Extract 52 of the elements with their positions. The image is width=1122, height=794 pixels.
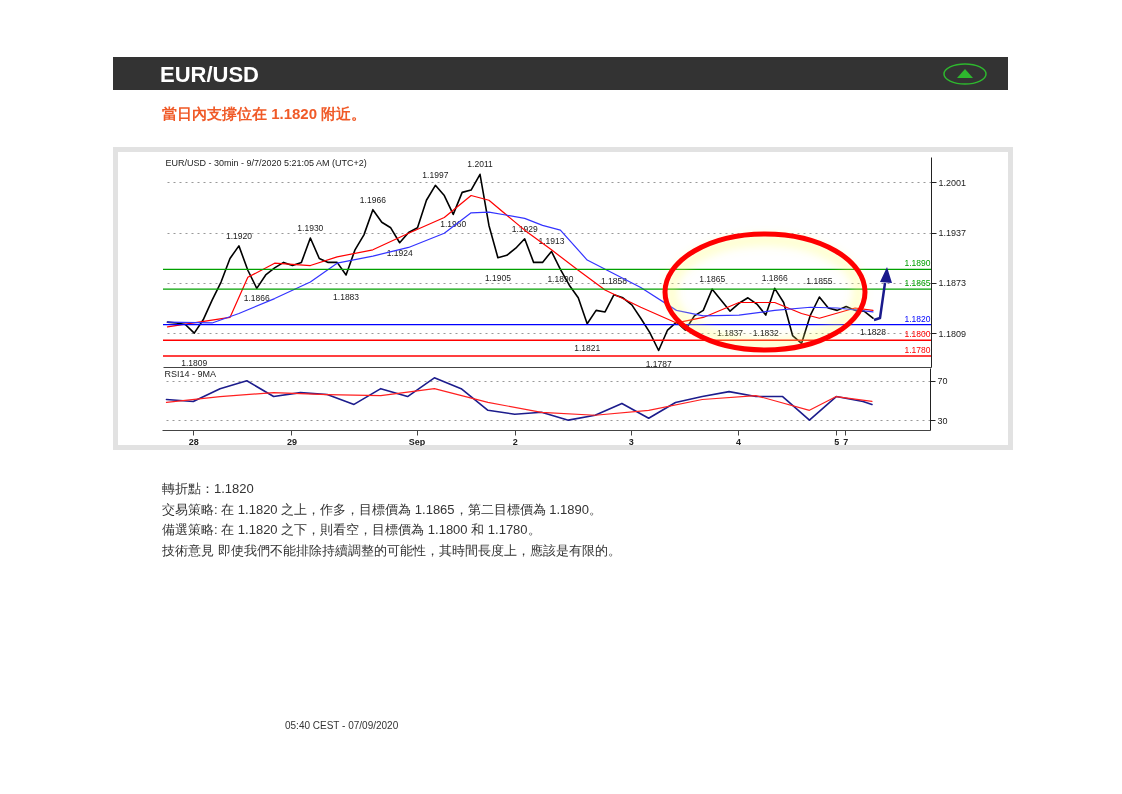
data-label: 1.1837	[717, 328, 744, 339]
y-tick-label: 30	[937, 415, 948, 426]
data-label: 1.1930	[297, 223, 324, 234]
data-label: 1.1828	[859, 327, 887, 338]
y-tick-label: 1.1937	[938, 228, 967, 239]
x-tick-label: 28	[188, 436, 199, 447]
data-label: 1.1832	[752, 328, 780, 339]
x-tick-label: 7	[843, 436, 849, 447]
text: 交易策略: 在 1.1820 之上，作多，目標價為 1.1865，第二目標價為 1.1890。	[162, 500, 603, 519]
line-series	[166, 211, 874, 324]
ref-line-label: 1.1890	[904, 258, 931, 269]
line-series	[165, 388, 873, 416]
chart-title: EUR/USD	[160, 62, 260, 88]
chart-subtitle: 當日內支撐位在 1.1820 附近。	[162, 105, 367, 124]
ref-line-label: 1.1865	[904, 278, 931, 289]
x-tick-label: Sep	[408, 436, 426, 447]
data-label: 1.1855	[806, 276, 833, 286]
ref-line-label: 1.1780	[904, 344, 931, 355]
data-label: 1.1865	[699, 274, 726, 285]
data-label: 1.1821	[574, 342, 601, 353]
data-label: 1.1966	[359, 194, 387, 205]
annotation: EUR/USD - 30min - 9/7/2020 5:21:05 AM (UTC+2)	[165, 158, 367, 168]
x-tick-label: 2	[512, 436, 518, 447]
data-label: 1.1866	[761, 273, 788, 284]
data-label: 1.1920	[225, 230, 253, 241]
y-tick-label: 1.1873	[938, 278, 967, 289]
data-label: 1.1883	[333, 291, 360, 302]
line-series	[165, 377, 873, 421]
text: 備選策略: 在 1.1820 之下，則看空，目標價為 1.1800 和 1.1780。	[162, 521, 542, 539]
y-tick-label: 1.1809	[938, 328, 967, 339]
data-label: 1.1858	[600, 275, 628, 286]
data-label: 1.1787	[645, 359, 672, 370]
text: 技術意見 即使我們不能排除持續調整的可能性，其時間長度上，應該是有限的。	[162, 541, 621, 560]
x-tick-label: 5	[834, 436, 840, 447]
text: 05:40 CEST - 07/09/2020	[285, 720, 399, 731]
data-label: 1.2011	[467, 159, 493, 170]
data-label: 1.1997	[422, 170, 449, 181]
data-label: 1.1809	[181, 358, 208, 369]
line-series	[166, 194, 874, 328]
x-tick-label: 29	[286, 436, 297, 447]
y-tick-label: 1.2001	[938, 177, 967, 188]
ref-line-label: 1.1820	[904, 313, 931, 324]
chart-title: RSI14 - 9MA	[164, 369, 216, 379]
x-tick-label: 3	[628, 436, 634, 447]
data-label: 1.1924	[386, 247, 413, 258]
ref-line-label: 1.1800	[904, 329, 931, 340]
data-label: 1.1905	[484, 272, 512, 283]
y-tick-label: 70	[937, 376, 948, 387]
data-label: 1.1866	[243, 293, 271, 304]
data-label: 1.1913	[538, 236, 565, 247]
x-tick-label: 4	[735, 436, 742, 447]
text: 轉折點：1.1820	[162, 480, 255, 498]
